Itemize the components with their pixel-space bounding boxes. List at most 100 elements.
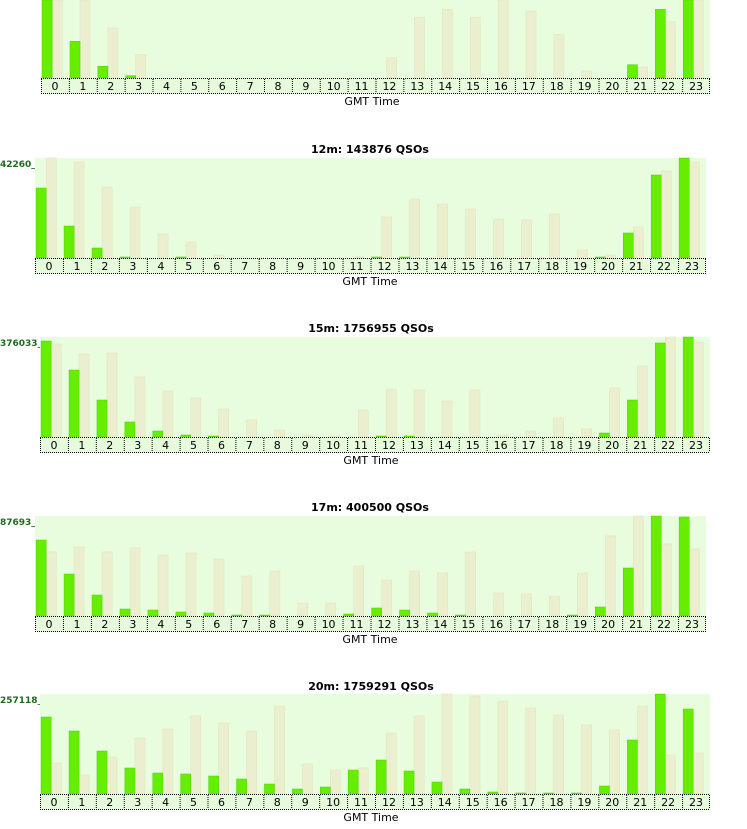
bar-previous-7: [246, 419, 257, 438]
bar-previous-3: [129, 547, 141, 617]
bar-current-1: [68, 369, 80, 438]
bar-previous-0: [45, 157, 57, 259]
bar-previous-21: [637, 66, 648, 79]
tick-label: 7: [241, 618, 248, 631]
bar-current-4: [152, 430, 164, 438]
bar-previous-20: [609, 729, 620, 795]
tick-label: 19: [577, 439, 591, 452]
bar-current-14: [427, 612, 438, 617]
bar-previous-13: [409, 198, 420, 259]
bar-previous-2: [106, 352, 118, 438]
plot-background: [35, 158, 706, 258]
tick-label: 20: [605, 796, 619, 809]
x-axis-title: GMT Time: [343, 454, 399, 467]
bar-previous-16: [497, 700, 509, 795]
bar-previous-11: [358, 767, 369, 795]
bar-previous-21: [637, 705, 648, 795]
bar-previous-18: [549, 213, 560, 259]
bar-previous-11: [353, 565, 365, 617]
bar-current-19: [571, 792, 582, 795]
bar-current-22: [650, 515, 662, 617]
bar-current-13: [399, 609, 410, 617]
bar-previous-21: [633, 515, 644, 617]
tick-label: 15: [461, 260, 475, 273]
bar-current-20: [599, 785, 610, 795]
tick-label: 8: [274, 796, 281, 809]
tick-label: 2: [101, 260, 108, 273]
tick-label: 3: [134, 439, 141, 452]
tick-label: 17: [522, 80, 536, 93]
bar-previous-14: [441, 693, 453, 795]
bar-current-2: [91, 247, 103, 259]
tick-label: 14: [438, 796, 452, 809]
bar-current-12: [375, 435, 387, 438]
tick-label: 19: [578, 80, 592, 93]
tick-label: 15: [466, 796, 480, 809]
bar-previous-19: [581, 724, 592, 795]
tick-label: 4: [163, 80, 170, 93]
bar-previous-18: [553, 714, 564, 795]
tick-label: 2: [101, 618, 108, 631]
bar-current-6: [203, 612, 215, 617]
bar-current-5: [175, 256, 187, 259]
bar-previous-17: [521, 219, 532, 259]
tick-label: 4: [162, 439, 169, 452]
bar-current-23: [678, 516, 690, 617]
bar-current-1: [63, 573, 75, 617]
bar-previous-13: [409, 570, 420, 617]
tick-label: 3: [134, 796, 141, 809]
tick-label: 22: [661, 439, 675, 452]
bar-current-21: [622, 567, 634, 617]
bar-current-1: [63, 225, 75, 259]
bar-current-22: [655, 342, 666, 438]
bar-current-1: [69, 41, 81, 79]
tick-label: 8: [269, 618, 276, 631]
bar-current-6: [208, 435, 219, 438]
bar-current-22: [650, 174, 662, 259]
tick-label: 22: [657, 618, 671, 631]
bar-previous-18: [553, 417, 564, 438]
bar-current-21: [627, 399, 638, 438]
tick-label: 3: [135, 80, 142, 93]
bar-previous-4: [157, 554, 169, 617]
tick-label: 5: [190, 439, 197, 452]
bar-previous-15: [465, 551, 476, 617]
tick-label: 9: [302, 796, 309, 809]
bar-current-23: [682, 708, 694, 795]
y-max-label: 257118_: [0, 696, 43, 706]
bar-previous-0: [51, 0, 63, 79]
tick-label: 20: [605, 80, 619, 93]
bar-previous-1: [78, 774, 90, 795]
bar-current-5: [180, 434, 191, 438]
bar-previous-16: [497, 0, 509, 79]
bar-current-3: [119, 256, 131, 259]
bar-previous-7: [246, 730, 257, 795]
tick-label: 1: [73, 618, 80, 631]
chart-title: 20m: 1759291 QSOs: [308, 680, 434, 693]
tick-label: 23: [685, 260, 699, 273]
tick-label: 0: [50, 439, 57, 452]
bar-current-2: [96, 750, 108, 795]
tick-label: 17: [517, 618, 531, 631]
bar-previous-9: [302, 434, 313, 438]
bar-current-5: [175, 611, 187, 617]
tick-label: 7: [247, 80, 254, 93]
bar-previous-12: [386, 57, 397, 79]
tick-label: 1: [79, 80, 86, 93]
tick-label: 2: [107, 80, 114, 93]
bar-previous-8: [274, 429, 285, 438]
bar-chart-plot: 0 1 2 3 4 5 6 7 8 9 10 11 12 13 14 15 16 17 18 19 20 21 22 23: [35, 157, 706, 274]
bar-current-12: [371, 256, 382, 259]
bar-previous-14: [442, 9, 453, 79]
bar-previous-17: [525, 10, 537, 79]
tick-label: 6: [218, 439, 225, 452]
tick-label: 3: [129, 260, 136, 273]
tick-label: 7: [246, 439, 253, 452]
bar-previous-2: [101, 186, 113, 259]
bar-previous-16: [493, 218, 504, 259]
bar-current-10: [320, 786, 331, 795]
tick-label: 12: [377, 260, 391, 273]
tick-label: 7: [241, 260, 248, 273]
tick-label: 5: [185, 260, 192, 273]
bar-previous-20: [605, 254, 616, 259]
